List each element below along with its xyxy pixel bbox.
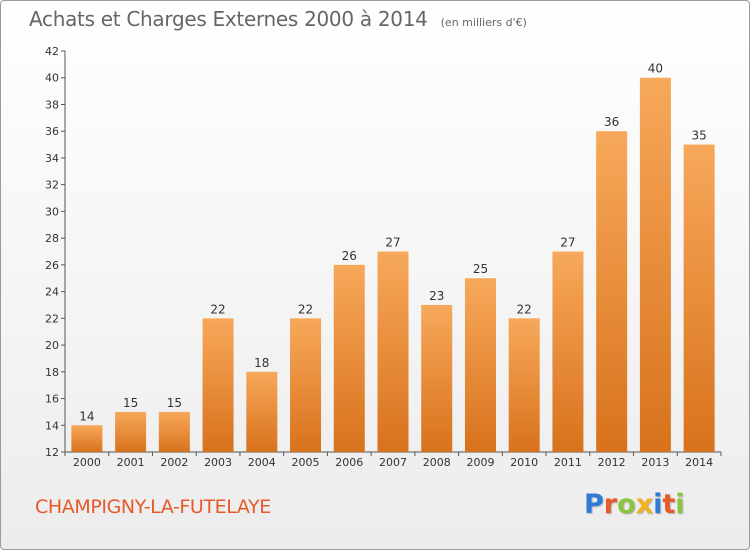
y-tick-label: 28 bbox=[45, 232, 59, 245]
logo-letter: t bbox=[662, 489, 676, 520]
bar-2005 bbox=[290, 318, 322, 452]
x-tick-label: 2001 bbox=[117, 456, 145, 469]
x-tick-label: 2011 bbox=[554, 456, 582, 469]
logo-letter: i bbox=[653, 489, 663, 520]
data-label-2014: 35 bbox=[691, 129, 706, 143]
y-tick-label: 36 bbox=[45, 125, 59, 138]
proxiti-logo[interactable]: Proxiti bbox=[584, 489, 685, 520]
y-tick-label: 18 bbox=[45, 366, 59, 379]
chart-title: Achats et Charges Externes 2000 à 2014 bbox=[29, 7, 428, 31]
bars: 14 15 15 22 18 22 26 27 23 25 22 27 36 40 35 bbox=[71, 62, 715, 453]
x-tick-label: 2006 bbox=[335, 456, 363, 469]
title-row: Achats et Charges Externes 2000 à 2014 (… bbox=[29, 7, 527, 31]
data-label-2003: 22 bbox=[210, 302, 225, 316]
data-label-2013: 40 bbox=[648, 62, 663, 76]
bar-2014 bbox=[683, 144, 715, 453]
y-tick-label: 12 bbox=[45, 446, 59, 459]
y-tick-label: 40 bbox=[45, 72, 59, 85]
y-tick-label: 14 bbox=[45, 419, 59, 432]
x-tick-label: 2014 bbox=[685, 456, 713, 469]
x-tick-label: 2010 bbox=[510, 456, 538, 469]
data-label-2004: 18 bbox=[254, 356, 269, 370]
bar-2012 bbox=[596, 131, 628, 452]
data-label-2001: 15 bbox=[123, 396, 138, 410]
bar-2001 bbox=[115, 411, 147, 452]
bar-2009 bbox=[464, 278, 496, 452]
data-label-2011: 27 bbox=[560, 236, 575, 250]
x-tick-label: 2013 bbox=[641, 456, 669, 469]
y-tick-label: 38 bbox=[45, 98, 59, 111]
bar-2002 bbox=[158, 411, 190, 452]
bar-2000 bbox=[71, 425, 103, 452]
x-tick-label: 2000 bbox=[73, 456, 101, 469]
x-tick-label: 2003 bbox=[204, 456, 232, 469]
x-tick-label: 2007 bbox=[379, 456, 407, 469]
y-tick-label: 26 bbox=[45, 259, 59, 272]
data-label-2008: 23 bbox=[429, 289, 444, 303]
x-axis: 2000 2001 2002 2003 2004 2005 2006 2007 2008 2009… bbox=[64, 451, 722, 469]
bar-2004 bbox=[246, 371, 278, 452]
bar-2007 bbox=[377, 251, 409, 452]
x-tick-label: 2004 bbox=[248, 456, 276, 469]
x-tick-label: 2002 bbox=[160, 456, 188, 469]
bar-2003 bbox=[202, 318, 234, 452]
data-label-2002: 15 bbox=[167, 396, 182, 410]
y-tick-label: 32 bbox=[45, 179, 59, 192]
y-tick-label: 16 bbox=[45, 393, 59, 406]
x-tick-label: 2009 bbox=[466, 456, 494, 469]
data-label-2009: 25 bbox=[473, 262, 488, 276]
y-tick-label: 20 bbox=[45, 339, 59, 352]
data-label-2010: 22 bbox=[517, 302, 532, 316]
y-tick-label: 24 bbox=[45, 286, 59, 299]
y-axis: 12 14 16 18 20 22 24 26 28 30 32 34 36 38 40 42 bbox=[45, 45, 66, 459]
bar-2011 bbox=[552, 251, 584, 452]
x-tick-label: 2012 bbox=[598, 456, 626, 469]
y-tick-label: 34 bbox=[45, 152, 59, 165]
y-tick-label: 42 bbox=[45, 45, 59, 58]
logo-letter: o bbox=[617, 489, 636, 520]
x-tick-label: 2005 bbox=[292, 456, 320, 469]
bar-2013 bbox=[639, 77, 671, 452]
x-tick-label: 2008 bbox=[423, 456, 451, 469]
bar-2010 bbox=[508, 318, 540, 452]
data-label-2012: 36 bbox=[604, 115, 619, 129]
logo-letter: i bbox=[675, 489, 685, 520]
logo-letter: x bbox=[635, 489, 654, 520]
unit-note: (en milliers d'€) bbox=[440, 16, 527, 29]
bar-2008 bbox=[421, 304, 453, 452]
bar-2006 bbox=[333, 264, 365, 452]
y-tick-label: 22 bbox=[45, 312, 59, 325]
logo-letter: r bbox=[603, 489, 618, 520]
data-label-2000: 14 bbox=[79, 409, 94, 423]
data-label-2005: 22 bbox=[298, 302, 313, 316]
data-label-2007: 27 bbox=[385, 236, 400, 250]
logo-letter: P bbox=[584, 489, 604, 520]
data-label-2006: 26 bbox=[342, 249, 357, 263]
commune-name: CHAMPIGNY-LA-FUTELAYE bbox=[35, 496, 271, 518]
y-tick-label: 30 bbox=[45, 205, 59, 218]
